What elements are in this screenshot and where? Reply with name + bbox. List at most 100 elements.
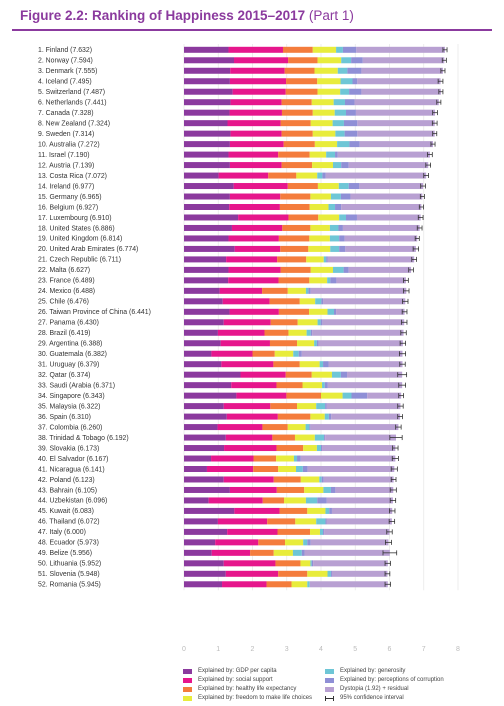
bar-segment-corruption: [340, 371, 348, 378]
bar-segment-dystopia: [347, 371, 403, 378]
bar-segment-dystopia: [331, 413, 401, 420]
bar-segment-dystopia: [325, 172, 427, 179]
bar-segment-social: [217, 518, 268, 525]
bar-segment-gdp: [184, 256, 227, 263]
bar-segment-dystopia: [336, 277, 406, 284]
bar-segment-dystopia: [336, 308, 405, 315]
bar-segment-gdp: [184, 581, 223, 588]
bar-segment-dystopia: [309, 581, 388, 588]
bar-segment-social: [222, 581, 267, 588]
country-label: 6. Netherlands (7.441): [38, 100, 107, 107]
bar-segment-social: [229, 193, 281, 200]
bar-segment-social: [234, 507, 280, 514]
bar-segment-freedom: [309, 235, 330, 242]
bar-segment-health: [277, 413, 311, 420]
country-label: 48. Ecuador (5.973): [38, 540, 99, 547]
bar-segment-health: [288, 214, 319, 221]
bar-segment-generosity: [293, 350, 299, 357]
bar-segment-health: [278, 277, 310, 284]
bar-segment-social: [228, 266, 281, 273]
bar-segment-dystopia: [310, 287, 407, 294]
bar-segment-generosity: [293, 455, 298, 462]
bar-segment-health: [277, 528, 311, 535]
bar-segment-health: [281, 99, 312, 106]
bar-segment-social: [231, 224, 283, 231]
bar-segment-freedom: [310, 120, 333, 127]
bar-segment-generosity: [295, 466, 303, 472]
bar-segment-corruption: [308, 287, 311, 294]
bar-segment-generosity: [306, 329, 311, 336]
bar-segment-dystopia: [312, 329, 404, 336]
country-label: 51. Slovenia (5.948): [38, 571, 100, 578]
bar-segment-corruption: [346, 214, 357, 221]
chart-title-part: (Part 1): [308, 8, 354, 23]
bar-segment-freedom: [284, 497, 306, 504]
x-tick-label: 2: [251, 646, 255, 653]
bar-segment-health: [276, 382, 303, 389]
bar-segment-corruption: [320, 319, 323, 326]
bar-segment-social: [228, 46, 283, 53]
country-label: 10. Australia (7.272): [38, 141, 100, 148]
bar-segment-gdp: [184, 392, 237, 399]
x-tick-label: 6: [388, 646, 392, 653]
bar-segment-corruption: [297, 455, 301, 462]
bar-segment-freedom: [303, 445, 317, 452]
bar-segment-freedom: [295, 518, 317, 525]
bar-segment-generosity: [331, 371, 341, 378]
bar-segment-gdp: [184, 413, 227, 420]
bar-segment-gdp: [184, 151, 229, 158]
bar-segment-dystopia: [326, 497, 393, 504]
bar-segment-gdp: [184, 528, 228, 535]
bar-segment-freedom: [297, 403, 317, 410]
bar-segment-health: [264, 329, 289, 336]
bar-segment-health: [272, 434, 295, 441]
bar-segment-freedom: [308, 245, 331, 252]
bar-segment-freedom: [304, 486, 324, 493]
bar-segment-social: [215, 539, 259, 546]
x-tick-label: 5: [353, 646, 357, 653]
bar-segment-dystopia: [361, 88, 441, 95]
bar-segment-corruption: [339, 245, 346, 252]
bar-segment-health: [250, 549, 274, 556]
country-label: 30. Guatemala (6.382): [38, 351, 107, 358]
bar-segment-gdp: [184, 162, 230, 169]
bar-segment-corruption: [323, 528, 325, 535]
bar-segment-freedom: [297, 319, 318, 326]
bar-segment-corruption: [351, 57, 363, 64]
bar-segment-gdp: [184, 183, 234, 190]
bar-segment-health: [286, 392, 321, 399]
bar-segment-social: [225, 434, 273, 441]
bar-segment-corruption: [321, 445, 323, 452]
bar-segment-social: [225, 570, 279, 577]
bar-segment-gdp: [184, 298, 223, 305]
bar-segment-dystopia: [354, 99, 439, 106]
country-label: 11. Israel (7.190): [38, 152, 90, 159]
bar-segment-generosity: [303, 539, 308, 546]
bar-segment-corruption: [349, 141, 360, 148]
bar-segment-social: [228, 235, 279, 242]
bar-segment-social: [232, 88, 286, 95]
bar-segment-social: [222, 298, 270, 305]
bar-segment-dystopia: [310, 424, 399, 431]
country-label: 15. Germany (6.965): [38, 194, 102, 201]
bar-segment-health: [266, 581, 292, 588]
bar-segment-generosity: [332, 162, 342, 169]
bar-segment-health: [287, 183, 318, 190]
bar-segment-freedom: [310, 528, 320, 535]
bar-segment-generosity: [305, 497, 318, 504]
bar-segment-generosity: [329, 235, 340, 242]
bar-segment-gdp: [184, 371, 241, 378]
bar-segment-dystopia: [327, 382, 403, 389]
bar-segment-gdp: [184, 57, 235, 64]
country-label: 20. United Arab Emirates (6.774): [38, 246, 138, 253]
bar-segment-dystopia: [327, 256, 415, 263]
country-label: 25. Chile (6.476): [38, 299, 89, 306]
bar-segment-health: [277, 256, 307, 263]
bar-segment-gdp: [184, 476, 224, 483]
bar-segment-health: [278, 308, 310, 315]
bar-segment-generosity: [327, 277, 331, 284]
bar-segment-corruption: [324, 382, 328, 389]
bar-segment-dystopia: [323, 298, 406, 305]
bar-segment-generosity: [329, 224, 339, 231]
